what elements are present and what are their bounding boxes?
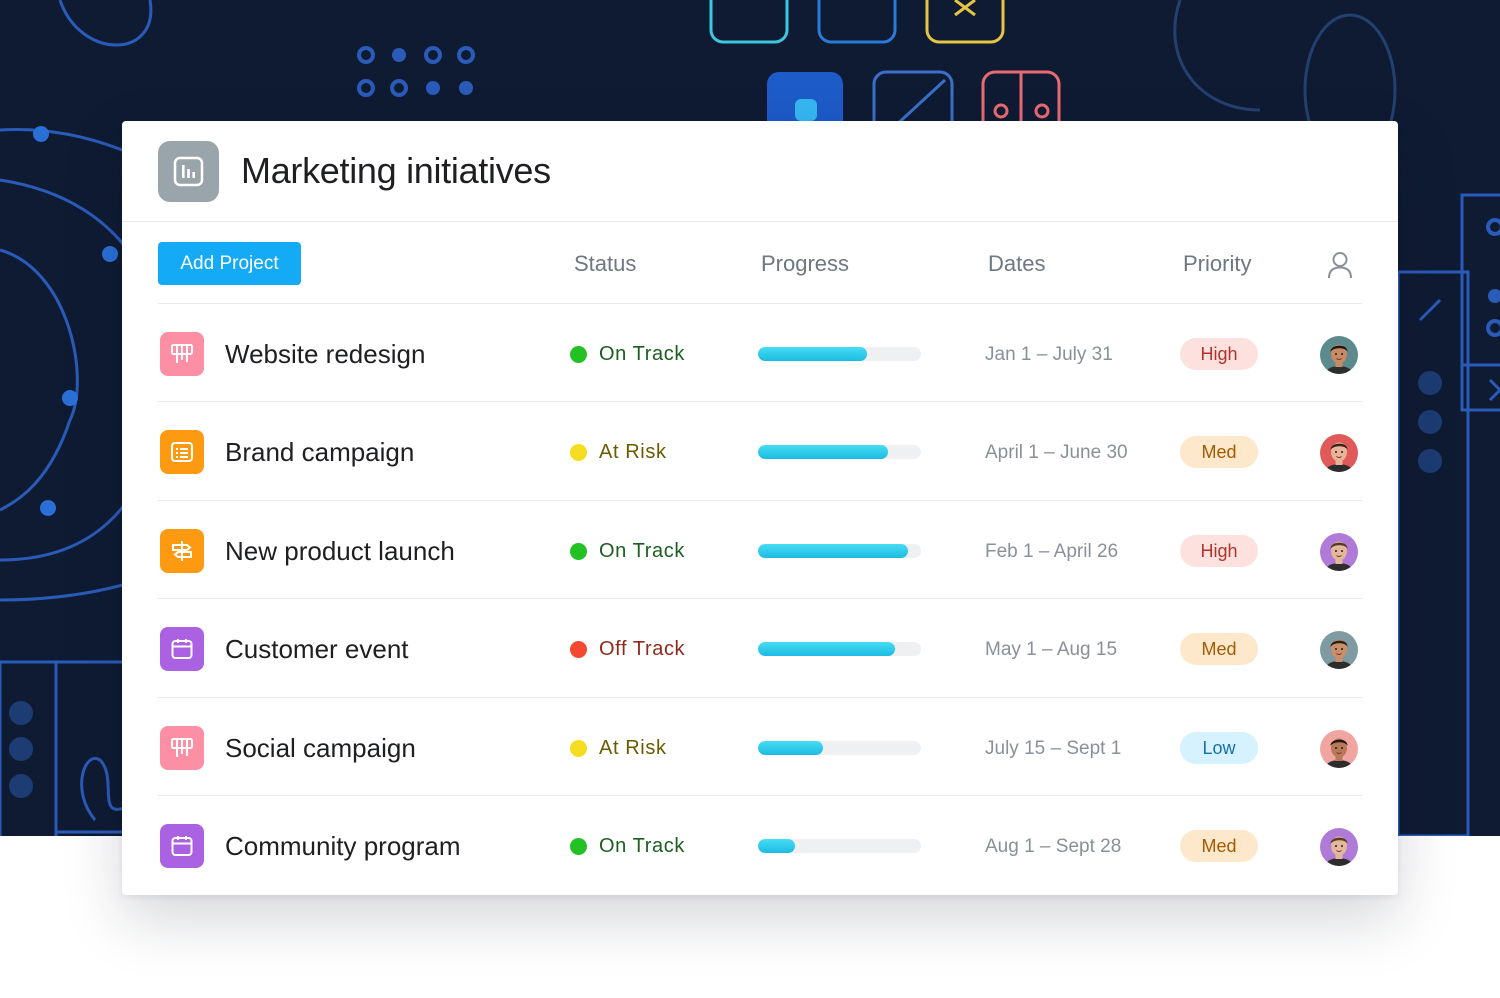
date-range[interactable]: Feb 1 – April 26 [985,540,1119,562]
assignee-avatar[interactable] [1320,434,1358,473]
progress-bar-fill [758,642,895,657]
status-label: On Track [599,835,685,857]
status-label: Off Track [599,638,686,661]
avatar-portrait [1320,336,1358,374]
progress-bar [758,740,921,755]
assignee-avatar[interactable] [1320,336,1358,374]
project-portfolio-card: Marketing initiatives Add Project Status… [122,121,1398,895]
calendar-icon [171,836,193,856]
project-name[interactable]: New product launch [225,535,455,566]
date-range[interactable]: July 15 – Sept 1 [985,737,1122,759]
assignee-avatar[interactable] [1320,729,1358,768]
avatar-portrait [1320,828,1358,866]
project-icon [160,824,204,868]
progress-bar-fill [758,839,796,853]
date-range[interactable]: May 1 – Aug 15 [985,639,1118,661]
project-name[interactable]: Community program [225,831,461,861]
progress-bar-fill [758,445,889,460]
portfolio-icon [158,141,219,202]
project-row[interactable]: Social campaign At Risk July 15 – Sept 1 Lo… [158,696,1362,796]
column-header-dates[interactable]: Dates [988,251,1046,276]
add-project-button[interactable]: Add Project [158,242,301,285]
status-label: At Risk [599,441,667,464]
board-icon [171,737,193,757]
priority-badge[interactable]: Med [1180,633,1258,666]
person-icon [1328,252,1352,279]
progress-bar [758,642,921,657]
project-name[interactable]: Customer event [225,634,409,665]
progress-bar [758,543,921,558]
project-name[interactable]: Website redesign [225,339,426,369]
bar-chart-icon [173,156,204,187]
progress-bar-fill [758,543,908,558]
column-header-progress[interactable]: Progress [761,251,850,276]
assignee-avatar[interactable] [1320,631,1358,670]
list-icon [171,442,193,463]
status-dot [570,346,587,363]
board-icon [171,344,193,363]
progress-bar [758,347,921,361]
assignee-avatar[interactable] [1320,532,1358,571]
project-icon [160,332,204,376]
progress-bar-fill [758,740,824,755]
assignee-avatar[interactable] [1320,828,1358,866]
progress-bar [758,839,921,853]
project-row[interactable]: New product launch On Track Feb 1 – April … [158,499,1362,599]
date-range[interactable]: April 1 – June 30 [985,442,1128,464]
progress-bar [758,445,921,460]
project-icon [160,430,204,475]
status-dot [570,739,587,757]
column-header-assignee[interactable] [1327,251,1353,284]
signpost-icon [172,540,192,561]
page-title: Marketing initiatives [241,150,551,191]
card-header: Marketing initiatives [122,121,1398,222]
project-icon [160,725,204,770]
project-icon [160,627,204,672]
status-dot [570,838,587,855]
project-row[interactable]: Customer event Off Track May 1 – Aug 15 Med [158,598,1362,697]
avatar-portrait [1320,631,1358,670]
status-dot [570,444,587,462]
project-row[interactable]: Community program On Track Aug 1 – Sept 28… [158,795,1362,894]
priority-badge[interactable]: Low [1180,731,1258,764]
status-label: On Track [599,539,685,562]
status-dot [570,641,587,659]
column-header-priority[interactable]: Priority [1183,251,1252,276]
avatar-portrait [1320,729,1358,768]
priority-badge[interactable]: Med [1180,436,1258,469]
project-row[interactable]: Website redesign On Track Jan 1 – July 31 H… [158,303,1362,402]
table-header: Add Project Status Progress Dates Priori… [122,221,1398,303]
status-dot [570,542,587,560]
progress-bar-fill [758,347,868,361]
column-header-status[interactable]: Status [574,251,637,276]
project-row[interactable]: Brand campaign At Risk April 1 – June 30 Me… [158,401,1362,500]
date-range[interactable]: Jan 1 – July 31 [985,344,1113,365]
priority-badge[interactable]: High [1180,534,1258,567]
status-label: At Risk [599,736,667,759]
project-icon [160,528,204,573]
project-name[interactable]: Brand campaign [225,437,415,468]
priority-badge[interactable]: High [1180,338,1258,370]
status-label: On Track [599,343,685,365]
calendar-icon [171,639,193,660]
priority-badge[interactable]: Med [1180,830,1258,862]
avatar-portrait [1320,434,1358,473]
project-name[interactable]: Social campaign [225,732,416,763]
avatar-portrait [1320,532,1358,571]
date-range[interactable]: Aug 1 – Sept 28 [985,836,1122,857]
